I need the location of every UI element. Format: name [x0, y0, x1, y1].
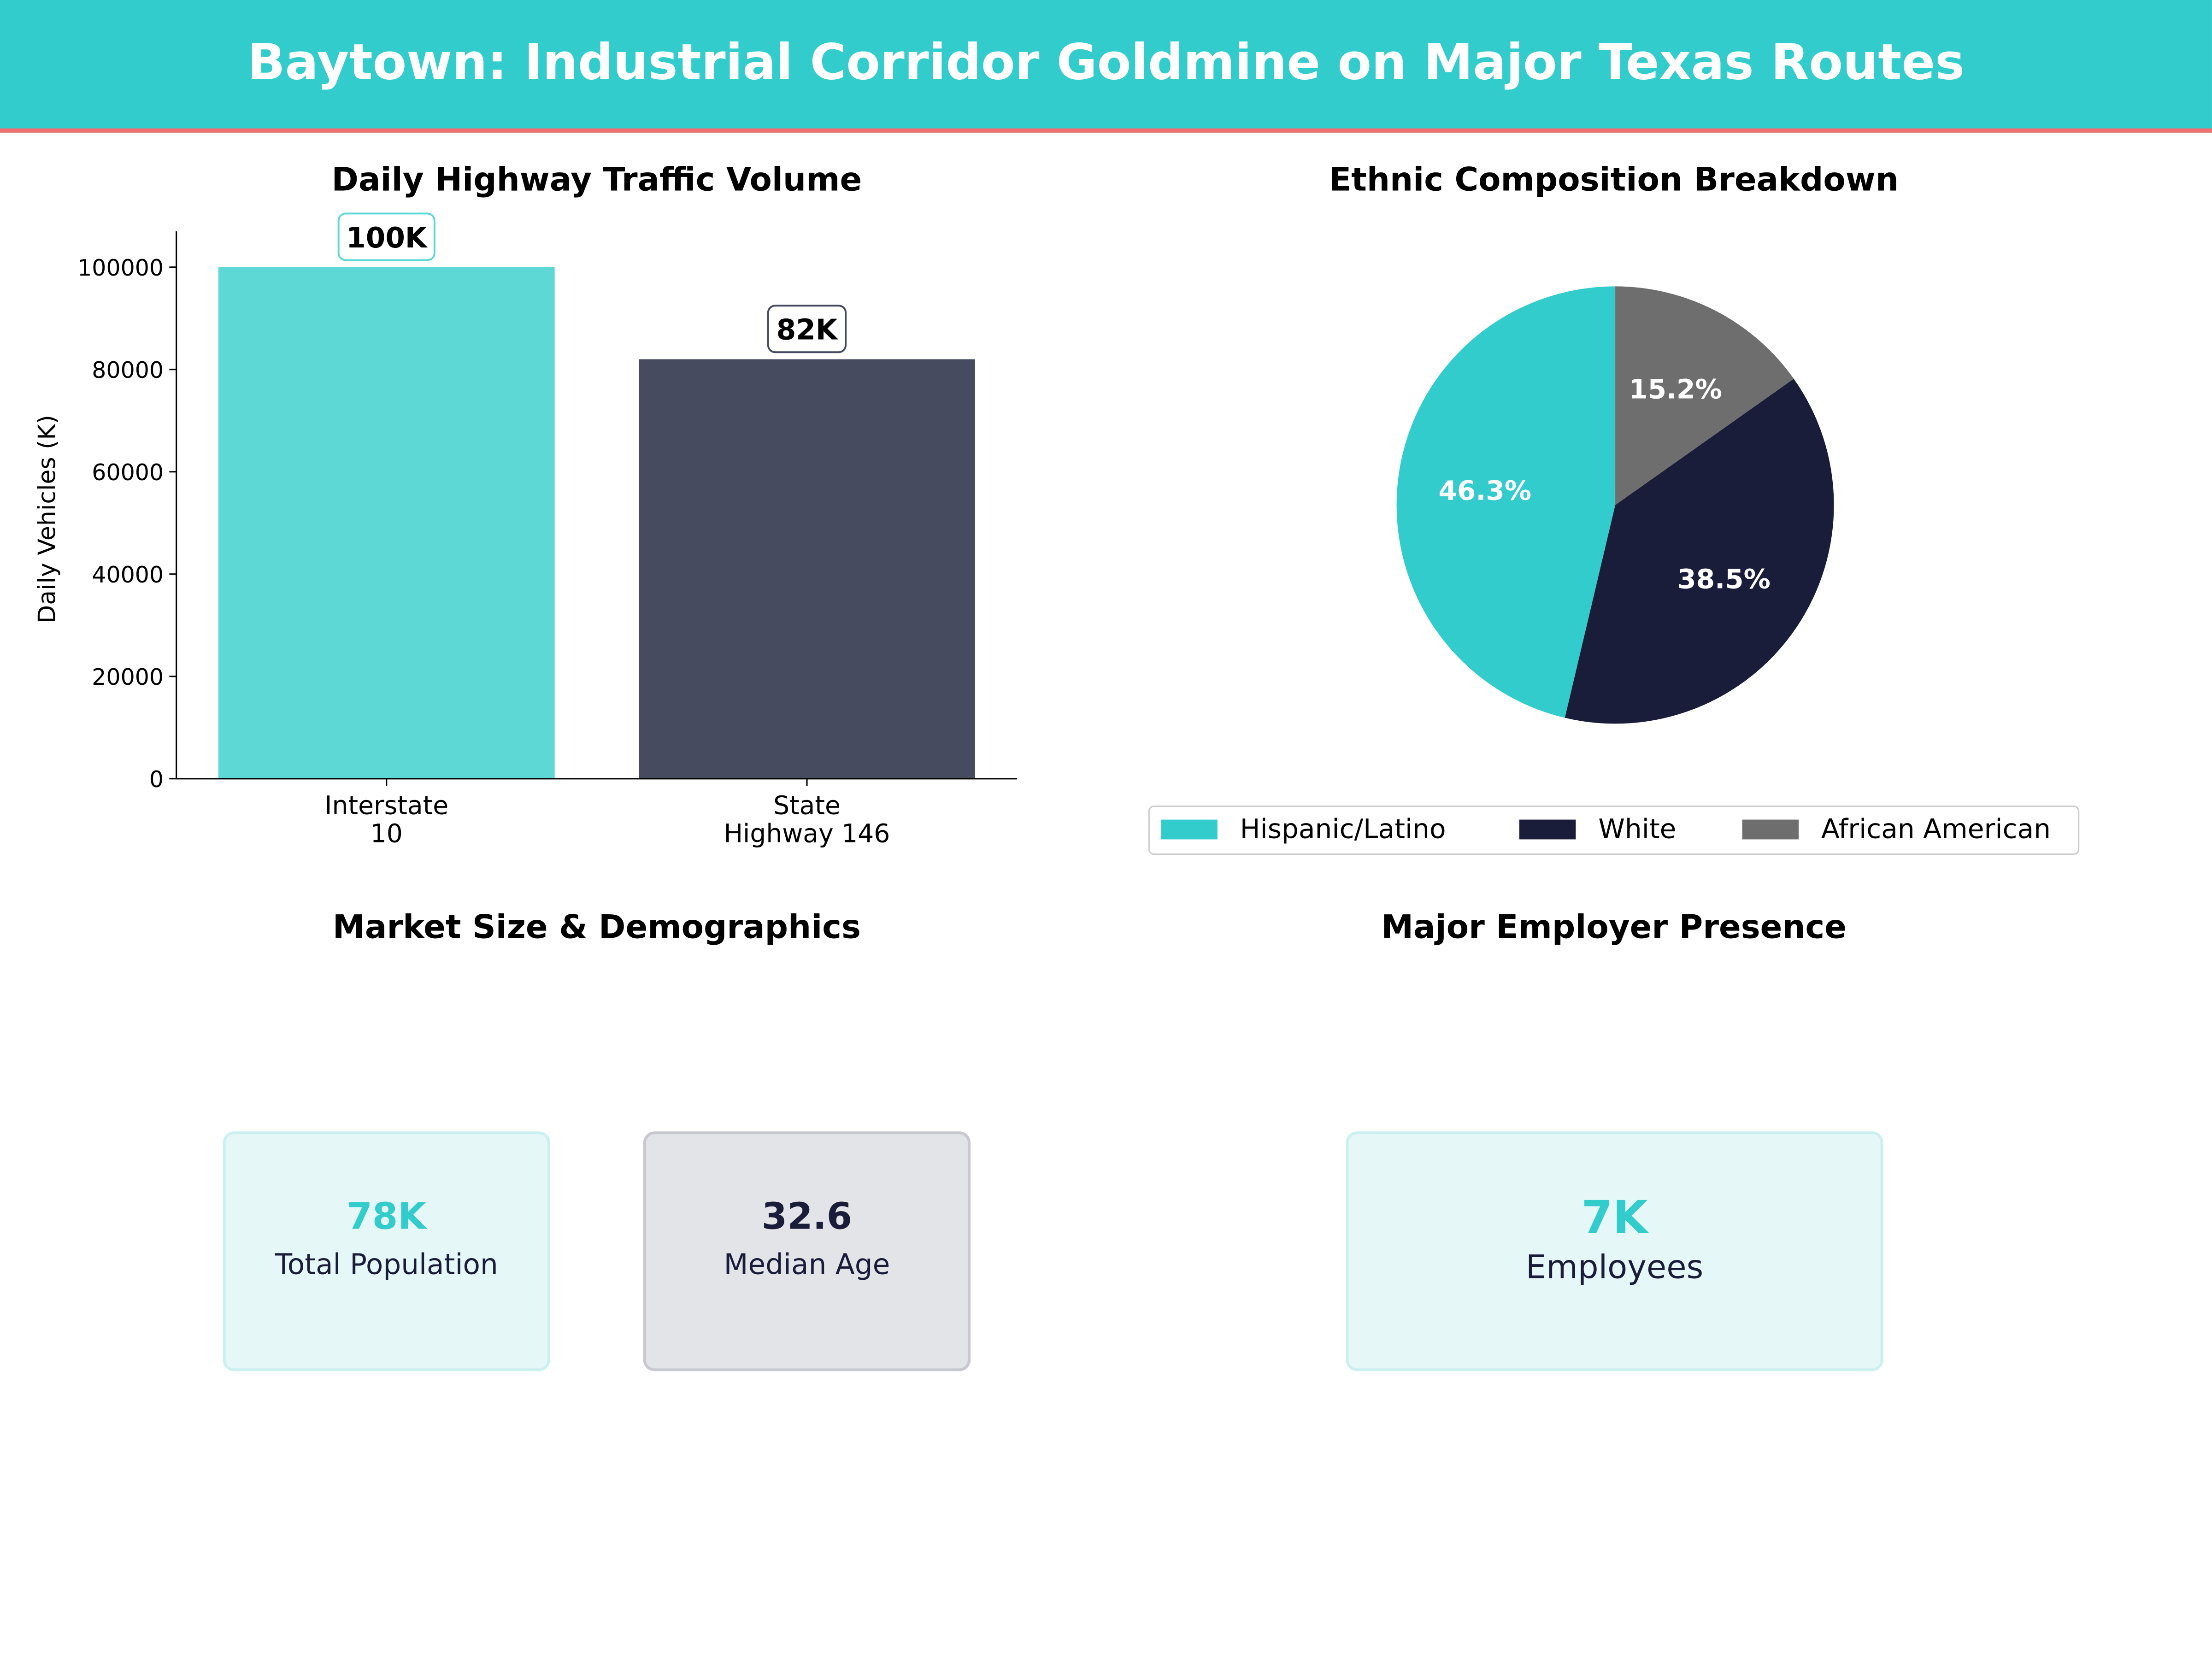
market-title: Market Size & Demographics	[332, 910, 861, 947]
bar-chart-title: Daily Highway Traffic Volume	[331, 162, 862, 199]
pie-chart: 46.3% 38.5% 15.2%	[1396, 286, 1834, 724]
x-tick-label: State	[773, 790, 841, 820]
pie-legend: Hispanic/Latino White African American	[1148, 805, 2080, 855]
bar	[639, 359, 975, 779]
bar-chart: 0 20000 40000 60000 80000 100000 Daily Vehicle…	[33, 212, 1018, 848]
pie-slice	[1396, 286, 1616, 718]
data-label-box	[767, 305, 847, 353]
population-card: 78K Total Population	[223, 1131, 550, 1371]
x-tick-label: Highway 146	[724, 819, 890, 848]
bar	[218, 267, 555, 779]
pie-data-label: 15.2%	[1629, 373, 1722, 405]
pie-data-label: 38.5%	[1677, 564, 1771, 595]
legend-swatch	[1519, 819, 1576, 840]
legend-swatch	[1742, 819, 1799, 840]
pie-chart-title: Ethnic Composition Breakdown	[1329, 162, 1899, 199]
median-age-card: 32.6 Median Age	[643, 1131, 971, 1371]
y-tick-label: 60000	[92, 459, 164, 486]
legend-item-hispanic: Hispanic/Latino	[1161, 814, 1446, 845]
median-age-value: 32.6	[761, 1196, 853, 1239]
population-value: 78K	[347, 1196, 427, 1239]
employees-card: 7K Employees	[1346, 1131, 1883, 1371]
legend-item-white: White	[1519, 814, 1677, 845]
legend-label: Hispanic/Latino	[1240, 814, 1446, 845]
y-axis-label: Daily Vehicles (K)	[33, 415, 61, 624]
y-tick-label: 80000	[92, 357, 164, 383]
y-tick-label: 20000	[92, 664, 164, 690]
header-bar	[0, 0, 2212, 133]
pie-data-label: 46.3%	[1438, 475, 1531, 506]
employees-value: 7K	[1581, 1190, 1648, 1244]
pie-slice	[1565, 378, 1834, 724]
employer-title: Major Employer Presence	[1381, 910, 1847, 947]
data-label: 82K	[777, 314, 839, 347]
pie-slice	[1615, 286, 1794, 505]
employees-label: Employees	[1525, 1250, 1704, 1287]
legend-item-african-american: African American	[1742, 814, 2051, 845]
data-label-box	[337, 212, 435, 261]
legend-label: African American	[1821, 814, 2051, 845]
y-tick-label: 0	[149, 766, 164, 793]
data-label: 100K	[346, 222, 428, 254]
legend-swatch	[1161, 819, 1218, 840]
y-tick-label: 100000	[77, 255, 164, 281]
x-tick-label: Interstate	[324, 790, 448, 820]
legend-label: White	[1598, 814, 1677, 845]
page-title: Baytown: Industrial Corridor Goldmine on…	[247, 35, 1965, 92]
median-age-label: Median Age	[724, 1247, 890, 1281]
population-label: Total Population	[275, 1247, 498, 1281]
x-tick-label: 10	[371, 819, 403, 848]
y-tick-label: 40000	[92, 562, 164, 588]
